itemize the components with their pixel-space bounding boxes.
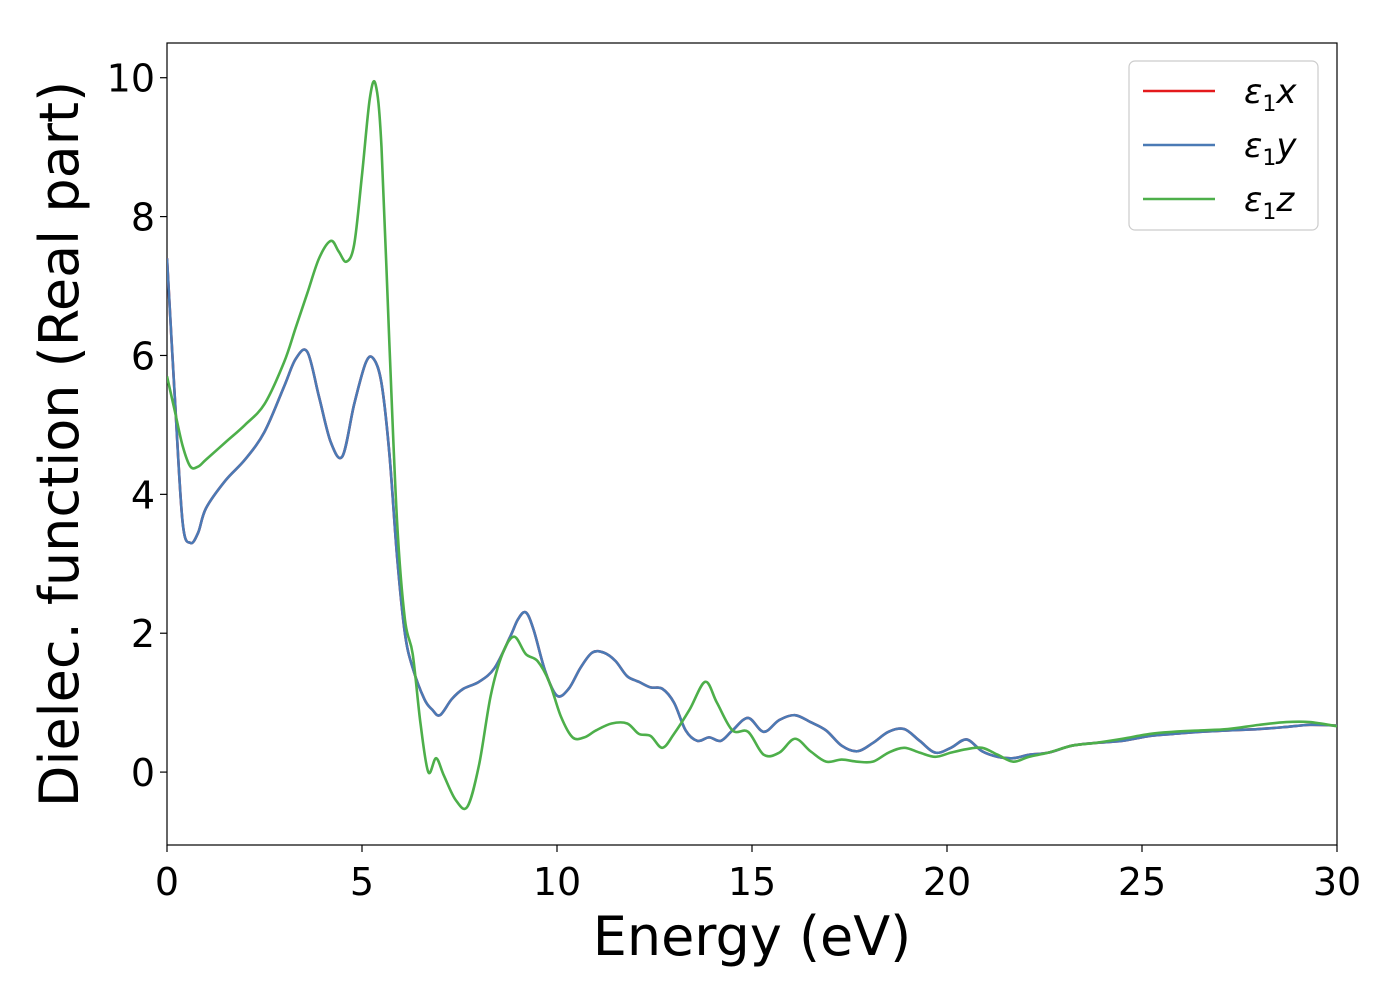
x-tick-label: 30 — [1313, 860, 1361, 904]
legend-label-sub: 1 — [1262, 92, 1276, 117]
y-tick-label: 10 — [107, 57, 155, 101]
legend-label-sub: 1 — [1262, 146, 1276, 171]
x-tick-label: 20 — [923, 860, 971, 904]
series-layer — [167, 79, 1337, 811]
y-tick-label: 8 — [131, 196, 155, 240]
legend-label-base: ε — [1244, 72, 1262, 112]
y-tick-label: 2 — [131, 612, 155, 656]
x-tick-label: 25 — [1118, 860, 1166, 904]
x-tick-label: 5 — [350, 860, 374, 904]
y-tick-label: 4 — [131, 473, 155, 517]
series-line-2 — [167, 258, 1337, 760]
legend-box — [1128, 60, 1319, 231]
x-axis: 0 5 10 15 20 25 30 — [155, 845, 1361, 904]
legend-label-base: ε — [1244, 180, 1262, 220]
x-tick-label: 0 — [155, 860, 179, 904]
legend-label-sub: 1 — [1262, 200, 1276, 225]
x-tick-label: 15 — [728, 860, 776, 904]
series-line-3 — [167, 79, 1337, 811]
legend-label-3: ε1z — [1244, 180, 1295, 225]
y-tick-label: 0 — [131, 751, 155, 795]
y-axis: 0 2 4 6 8 10 — [107, 57, 167, 795]
series-line-1 — [167, 258, 1337, 760]
legend-label-base: ε — [1244, 126, 1262, 166]
legend-label-2: ε1y — [1244, 126, 1297, 171]
x-axis-title: Energy (eV) — [593, 905, 912, 968]
legend-label-var: z — [1275, 180, 1295, 220]
legend-label-var: y — [1275, 126, 1297, 166]
x-tick-label: 10 — [533, 860, 581, 904]
y-axis-title: Dielec. function (Real part) — [28, 81, 91, 807]
y-tick-label: 6 — [131, 334, 155, 378]
legend-label-1: ε1x — [1244, 72, 1297, 117]
legend-label-var: x — [1275, 72, 1297, 112]
